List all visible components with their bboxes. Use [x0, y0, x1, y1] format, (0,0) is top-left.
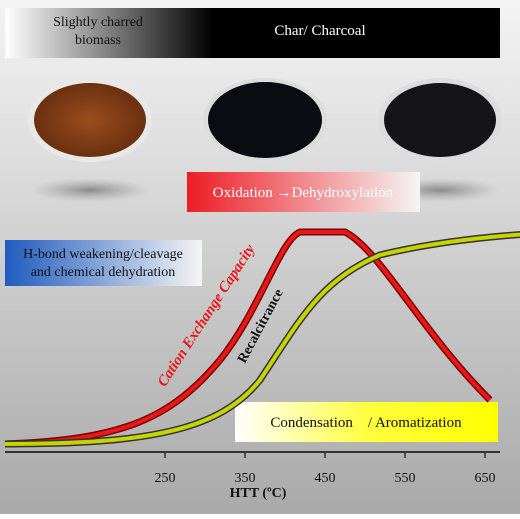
x-tick-label: 350 [235, 471, 256, 486]
sample-charcoal [384, 83, 496, 157]
x-tick-label: 650 [475, 471, 496, 486]
right-label: Char/ Charcoal [274, 23, 365, 39]
left-label: Slightly charred biomass [53, 15, 143, 48]
x-tick-label: 550 [395, 471, 416, 486]
x-tick-label: 450 [315, 471, 336, 486]
sample-char [208, 82, 322, 158]
condensation-box [235, 402, 498, 442]
recalcitrance-curve [4, 232, 520, 446]
x-tick-label: 250 [155, 471, 176, 486]
oxidation-box [187, 172, 420, 212]
hbond-text: H-bond weakening/cleavage and chemical de… [23, 247, 183, 280]
condensation-text: Condensation / Aromatization [270, 415, 462, 431]
hbond-box [5, 240, 202, 286]
top-bar [5, 8, 500, 58]
cec-curve [4, 230, 492, 446]
sample-biomass [34, 83, 146, 157]
oxidation-text: Oxidation →Dehydroxylation [213, 185, 394, 201]
shadow [30, 178, 150, 202]
x-axis-label: HTT (ºC) [230, 486, 287, 501]
